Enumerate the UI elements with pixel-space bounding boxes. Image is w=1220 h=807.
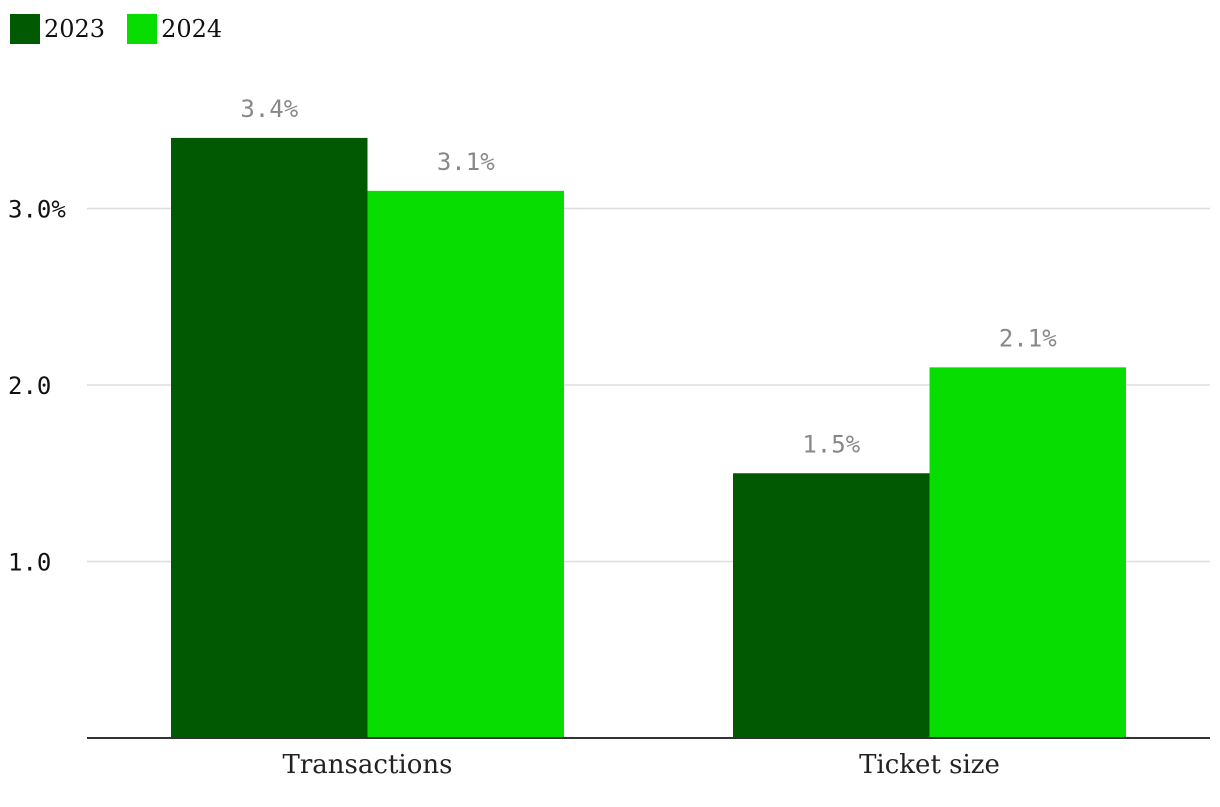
data-label: 3.4% [240, 95, 298, 123]
legend: 2023 2024 [10, 14, 244, 44]
bar [733, 473, 930, 738]
data-label: 2.1% [999, 324, 1057, 352]
y-tick-label: 1.0 [8, 549, 51, 577]
x-tick-label: Transactions [283, 750, 453, 780]
legend-label-2023: 2023 [44, 15, 106, 43]
x-tick-label: Ticket size [859, 750, 1000, 780]
bar [171, 137, 368, 738]
legend-label-2024: 2024 [161, 15, 223, 43]
legend-swatch-2024 [127, 14, 158, 44]
legend-item-2023: 2023 [10, 14, 105, 44]
bar [929, 367, 1126, 738]
bar [367, 190, 564, 739]
y-tick-label: 3.0% [8, 196, 66, 224]
legend-item-2024: 2024 [127, 14, 222, 44]
data-label: 1.5% [802, 430, 860, 458]
data-label: 3.1% [437, 148, 495, 176]
y-tick-label: 2.0 [8, 372, 51, 400]
legend-swatch-2023 [10, 14, 40, 44]
